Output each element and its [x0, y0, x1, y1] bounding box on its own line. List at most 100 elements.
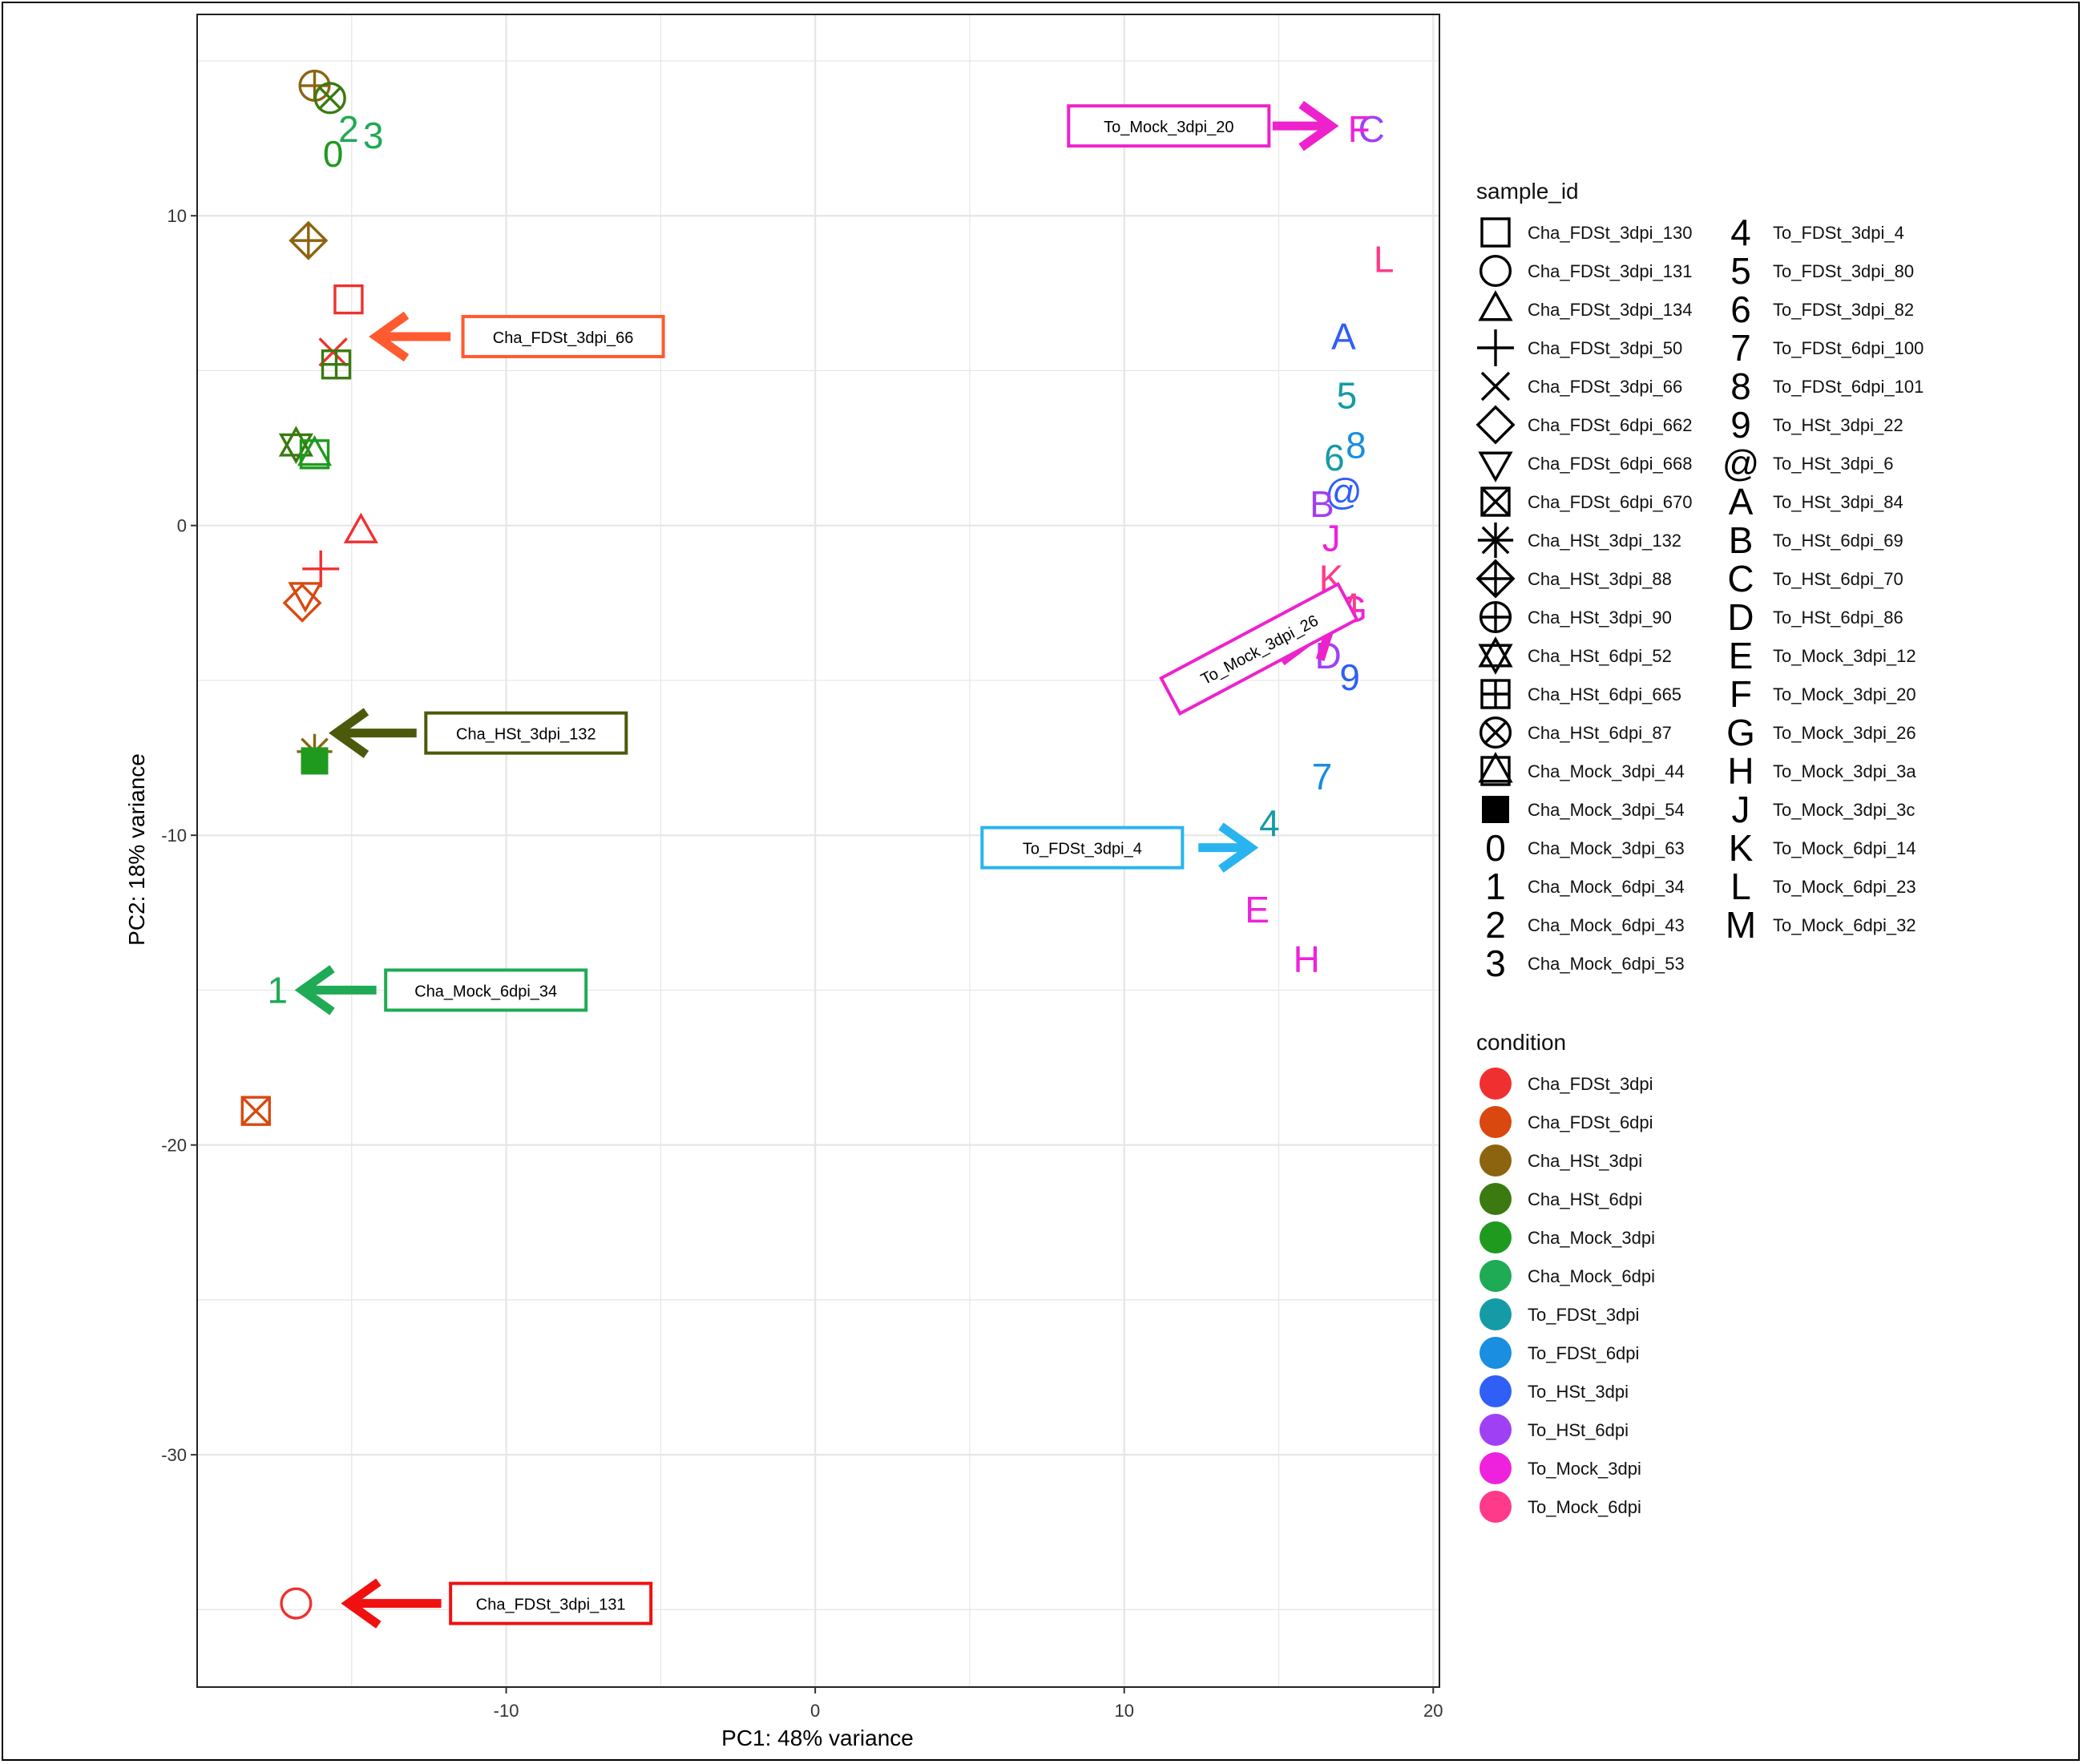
legend-item-to-hst-6dpi-69: B To_HSt_6dpi_69 [1729, 519, 1903, 561]
point-cha-fdst-3dpi-131 [280, 1587, 313, 1620]
svg-text:Cha_HSt_6dpi_52: Cha_HSt_6dpi_52 [1528, 646, 1672, 666]
annotation-label-text: To_FDSt_3dpi_4 [1023, 841, 1142, 858]
annotation-cha-fdst-3dpi-131: Cha_FDSt_3dpi_131 [341, 1578, 653, 1629]
svg-text:To_Mock_3dpi_12: To_Mock_3dpi_12 [1773, 646, 1916, 666]
annotation-to-mock-3dpi-20: To_Mock_3dpi_20 [1067, 100, 1339, 151]
annotation-label-box: Cha_HSt_3dpi_132 [424, 711, 628, 755]
svg-text:8: 8 [1346, 424, 1366, 466]
svg-text:4: 4 [1730, 212, 1751, 253]
svg-text:Cha_HSt_3dpi: Cha_HSt_3dpi [1528, 1151, 1642, 1171]
svg-text:C: C [1358, 108, 1385, 150]
point-to-mock-3dpi-3a: H [1294, 939, 1320, 980]
annotation-label-box: Cha_Mock_6dpi_34 [384, 968, 588, 1012]
svg-text:To_Mock_6dpi_32: To_Mock_6dpi_32 [1773, 915, 1916, 935]
legend-item-cha-mock-3dpi-44: Cha_Mock_3dpi_44 [1478, 752, 1685, 786]
svg-text:2: 2 [338, 108, 359, 150]
point-to-fdst-3dpi-4: 4 [1259, 802, 1280, 844]
svg-text:0: 0 [323, 133, 344, 175]
svg-text:@: @ [1325, 470, 1362, 512]
legend-condition-cha-fdst-6dpi: Cha_FDSt_6dpi [1479, 1106, 1653, 1138]
svg-text:Cha_FDSt_6dpi: Cha_FDSt_6dpi [1528, 1112, 1653, 1132]
svg-text:To_HSt_3dpi_6: To_HSt_3dpi_6 [1773, 454, 1893, 474]
arrow-head-icon [1218, 822, 1259, 873]
legend-item-to-mock-3dpi-26: G To_Mock_3dpi_26 [1726, 712, 1915, 753]
svg-text:8: 8 [1730, 365, 1751, 407]
svg-text:A: A [1729, 481, 1754, 523]
legend-condition-to-hst-3dpi: To_HSt_3dpi [1479, 1375, 1629, 1407]
svg-text:6: 6 [1730, 289, 1751, 330]
svg-text:To_HSt_3dpi: To_HSt_3dpi [1528, 1382, 1629, 1402]
point-cha-hst-6dpi-665 [321, 349, 352, 380]
legend-item-cha-hst-6dpi-665: Cha_HSt_6dpi_665 [1480, 679, 1681, 709]
svg-text:C: C [1727, 558, 1754, 599]
svg-text:To_FDSt_6dpi_100: To_FDSt_6dpi_100 [1773, 338, 1924, 358]
svg-text:Cha_Mock_6dpi_53: Cha_Mock_6dpi_53 [1528, 954, 1685, 974]
legend-item-to-fdst-3dpi-82: 6 To_FDSt_3dpi_82 [1730, 289, 1914, 330]
svg-text:To_Mock_3dpi_3c: To_Mock_3dpi_3c [1773, 800, 1915, 820]
svg-text:4: 4 [1259, 802, 1280, 844]
x-tick-label: -10 [494, 1701, 519, 1721]
svg-text:F: F [1730, 673, 1752, 715]
point-cha-fdst-3dpi-130 [333, 284, 364, 315]
svg-text:A: A [1331, 316, 1356, 357]
svg-text:To_Mock_3dpi_3a: To_Mock_3dpi_3a [1773, 761, 1916, 781]
point-cha-fdst-6dpi-668 [288, 582, 323, 613]
arrow-head-icon [329, 708, 369, 758]
svg-text:To_Mock_3dpi_20: To_Mock_3dpi_20 [1773, 684, 1916, 704]
svg-text:Cha_Mock_6dpi_43: Cha_Mock_6dpi_43 [1528, 915, 1685, 935]
svg-text:Cha_Mock_6dpi_34: Cha_Mock_6dpi_34 [1528, 877, 1685, 897]
plot-border [196, 14, 1440, 1688]
legend-item-cha-fdst-6dpi-670: Cha_FDSt_6dpi_670 [1480, 486, 1692, 517]
x-tick-label: 0 [810, 1701, 820, 1721]
point-to-fdst-6dpi-100: 7 [1312, 756, 1333, 797]
legend-item-cha-hst-3dpi-132: Cha_HSt_3dpi_132 [1477, 522, 1681, 559]
svg-text:To_Mock_3dpi: To_Mock_3dpi [1528, 1459, 1641, 1479]
legend-item-to-fdst-6dpi-101: 8 To_FDSt_6dpi_101 [1730, 365, 1924, 407]
legend-item-cha-fdst-3dpi-131: Cha_FDSt_3dpi_131 [1479, 254, 1692, 288]
svg-text:To_FDSt_3dpi_82: To_FDSt_3dpi_82 [1773, 300, 1914, 320]
x-tick-label: 20 [1423, 1701, 1443, 1721]
annotation-cha-fdst-3dpi-66: Cha_FDSt_3dpi_66 [369, 311, 665, 362]
legend-item-cha-hst-3dpi-88: Cha_HSt_3dpi_88 [1475, 559, 1672, 599]
svg-text:Cha_FDSt_6dpi_670: Cha_FDSt_6dpi_670 [1528, 492, 1692, 512]
svg-text:K: K [1729, 827, 1754, 869]
point-cha-fdst-6dpi-670 [240, 1096, 271, 1126]
svg-text:Cha_FDSt_6dpi_668: Cha_FDSt_6dpi_668 [1528, 454, 1692, 474]
svg-text:Cha_FDSt_3dpi_50: Cha_FDSt_3dpi_50 [1528, 338, 1682, 358]
svg-text:Cha_FDSt_3dpi_134: Cha_FDSt_3dpi_134 [1528, 300, 1692, 320]
point-to-fdst-6dpi-101: 8 [1346, 424, 1366, 466]
svg-text:F: F [1348, 108, 1371, 150]
x-tick-label: 10 [1114, 1701, 1133, 1721]
legend-item-cha-mock-6dpi-43: 2 Cha_Mock_6dpi_43 [1485, 904, 1684, 946]
legend-item-cha-mock-6dpi-34: 1 Cha_Mock_6dpi_34 [1485, 866, 1684, 907]
legend-item-cha-fdst-6dpi-668: Cha_FDSt_6dpi_668 [1478, 451, 1692, 482]
legend-item-cha-mock-3dpi-63: 0 Cha_Mock_3dpi_63 [1485, 827, 1684, 869]
svg-text:E: E [1245, 889, 1270, 930]
legend-item-cha-fdst-3dpi-66: Cha_FDSt_3dpi_66 [1480, 371, 1682, 402]
arrow-head-icon [341, 1578, 381, 1629]
legend-item-to-mock-6dpi-32: M To_Mock_6dpi_32 [1726, 904, 1916, 946]
annotations: To_Mock_3dpi_20 Cha_FDSt_3dpi_66 Cha_HSt_3… [294, 100, 1359, 1629]
point-to-mock-3dpi-3c: J [1322, 517, 1341, 559]
svg-text:Cha_HSt_6dpi_665: Cha_HSt_6dpi_665 [1528, 684, 1681, 704]
svg-text:H: H [1294, 939, 1320, 980]
legend-title-condition: condition [1476, 1030, 1566, 1055]
legend-item-cha-hst-3dpi-90: Cha_HSt_3dpi_90 [1479, 600, 1672, 634]
svg-text:Cha_FDSt_3dpi: Cha_FDSt_3dpi [1528, 1074, 1653, 1094]
svg-text:0: 0 [1485, 827, 1506, 869]
point-to-hst-6dpi-69: B [1310, 483, 1334, 525]
legend-item-to-mock-3dpi-12: E To_Mock_3dpi_12 [1729, 635, 1916, 676]
legend-item-to-mock-6dpi-14: K To_Mock_6dpi_14 [1729, 827, 1916, 869]
svg-text:Cha_HSt_3dpi_132: Cha_HSt_3dpi_132 [1528, 531, 1681, 551]
legend-item-cha-fdst-3dpi-50: Cha_FDSt_3dpi_50 [1477, 329, 1682, 366]
svg-text:D: D [1727, 596, 1754, 638]
svg-text:Cha_Mock_3dpi_44: Cha_Mock_3dpi_44 [1528, 761, 1685, 781]
svg-text:Cha_Mock_6dpi: Cha_Mock_6dpi [1528, 1266, 1655, 1286]
point-cha-mock-3dpi-63: 0 [323, 133, 344, 175]
annotation-label-text: Cha_HSt_3dpi_132 [456, 726, 596, 744]
svg-text:H: H [1727, 750, 1754, 792]
arrow-head-icon [294, 965, 335, 1015]
y-tick-label: 10 [168, 206, 187, 226]
